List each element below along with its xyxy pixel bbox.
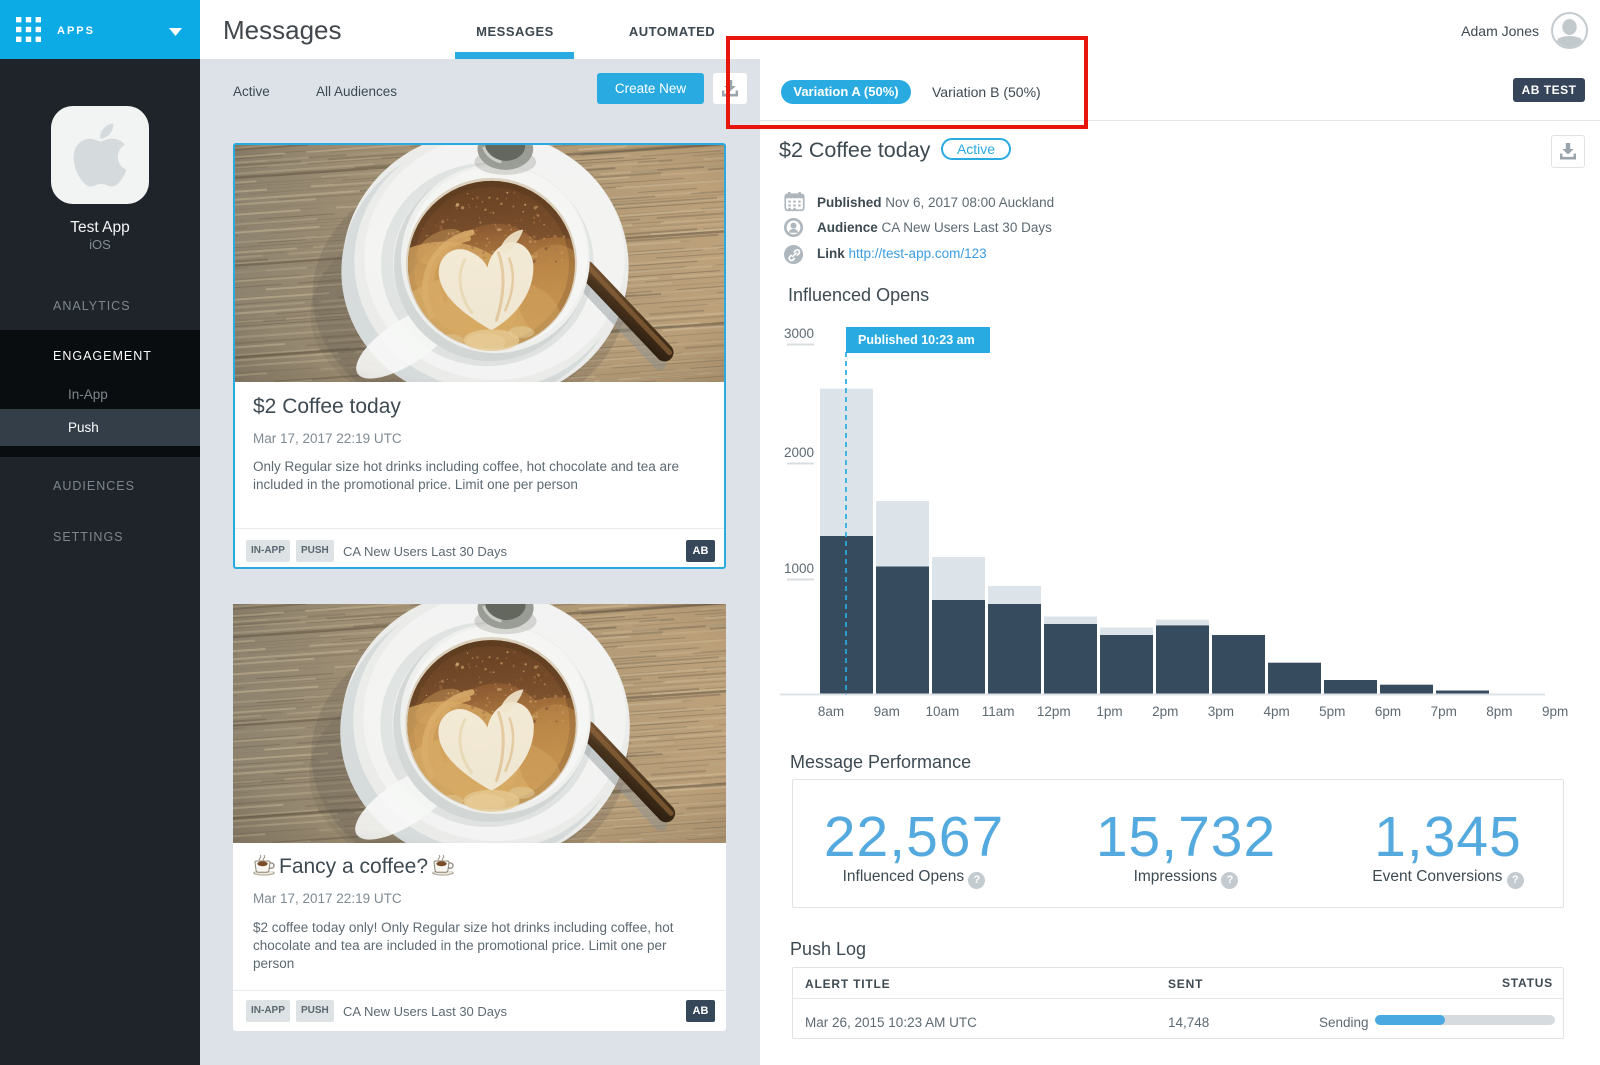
svg-text:1000: 1000	[784, 561, 814, 576]
svg-text:10am: 10am	[926, 704, 960, 719]
svg-text:11am: 11am	[982, 704, 1015, 719]
svg-text:9pm: 9pm	[1542, 704, 1568, 719]
svg-text:6pm: 6pm	[1375, 704, 1401, 719]
svg-text:Published 10:23 am: Published 10:23 am	[858, 333, 975, 347]
svg-text:5pm: 5pm	[1319, 704, 1345, 719]
svg-text:12pm: 12pm	[1037, 704, 1071, 719]
svg-text:2pm: 2pm	[1152, 704, 1178, 719]
svg-text:8am: 8am	[818, 704, 844, 719]
svg-text:7pm: 7pm	[1431, 704, 1457, 719]
svg-text:8pm: 8pm	[1486, 704, 1512, 719]
svg-text:4pm: 4pm	[1263, 704, 1289, 719]
svg-text:3pm: 3pm	[1208, 704, 1234, 719]
svg-text:1pm: 1pm	[1096, 704, 1122, 719]
svg-text:2000: 2000	[784, 445, 814, 460]
svg-text:9am: 9am	[874, 704, 900, 719]
svg-text:3000: 3000	[784, 326, 814, 341]
